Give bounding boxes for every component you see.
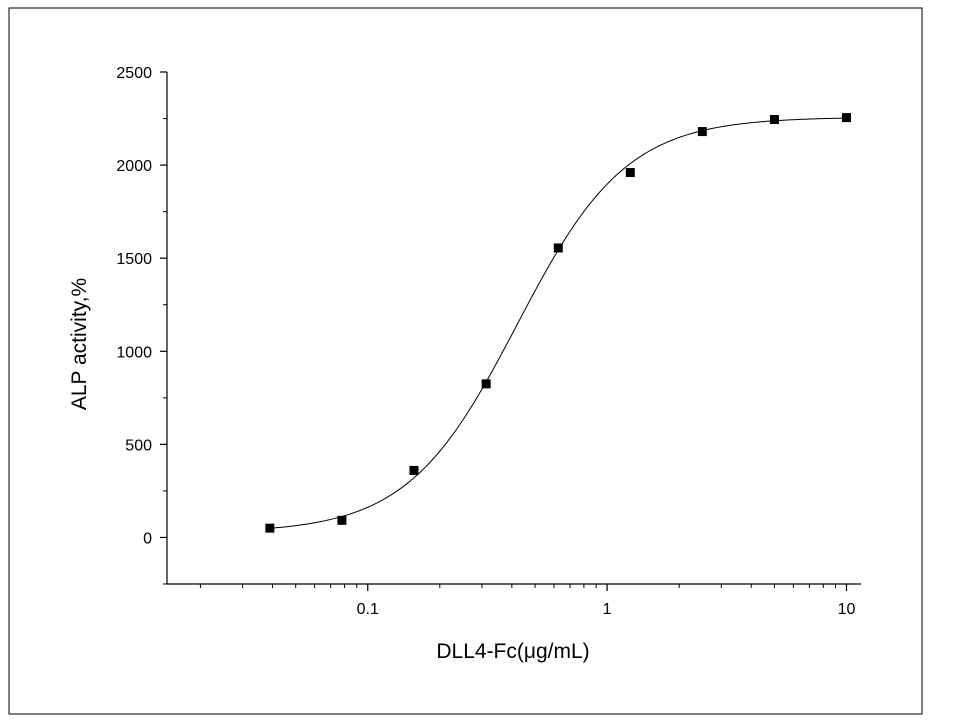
data-point <box>697 127 707 137</box>
data-point <box>625 168 635 178</box>
x-tick-label: 10 <box>838 601 856 618</box>
data-point <box>481 379 491 389</box>
y-tick-label: 500 <box>125 437 152 454</box>
data-point <box>337 515 347 525</box>
data-point <box>769 114 779 124</box>
y-tick-label: 2500 <box>116 65 152 82</box>
axes <box>160 71 861 591</box>
y-axis-title: ALP activity,% <box>68 278 91 410</box>
x-tick-label: 0.1 <box>357 601 379 618</box>
tick-labels: 0 500 1000 1500 2000 2500 0.1 1 10 <box>116 65 855 618</box>
data-point <box>841 113 851 123</box>
data-points <box>265 113 851 533</box>
y-tick-label: 0 <box>143 530 152 547</box>
y-tick-label: 1500 <box>116 251 152 268</box>
y-tick-label: 2000 <box>116 158 152 175</box>
data-point <box>553 243 563 253</box>
figure-frame <box>8 7 923 715</box>
data-point <box>409 465 419 475</box>
data-point <box>265 523 275 533</box>
y-tick-label: 1000 <box>116 344 152 361</box>
x-tick-label: 1 <box>603 601 612 618</box>
x-axis-title: DLL4-Fc(μg/mL) <box>436 640 589 663</box>
